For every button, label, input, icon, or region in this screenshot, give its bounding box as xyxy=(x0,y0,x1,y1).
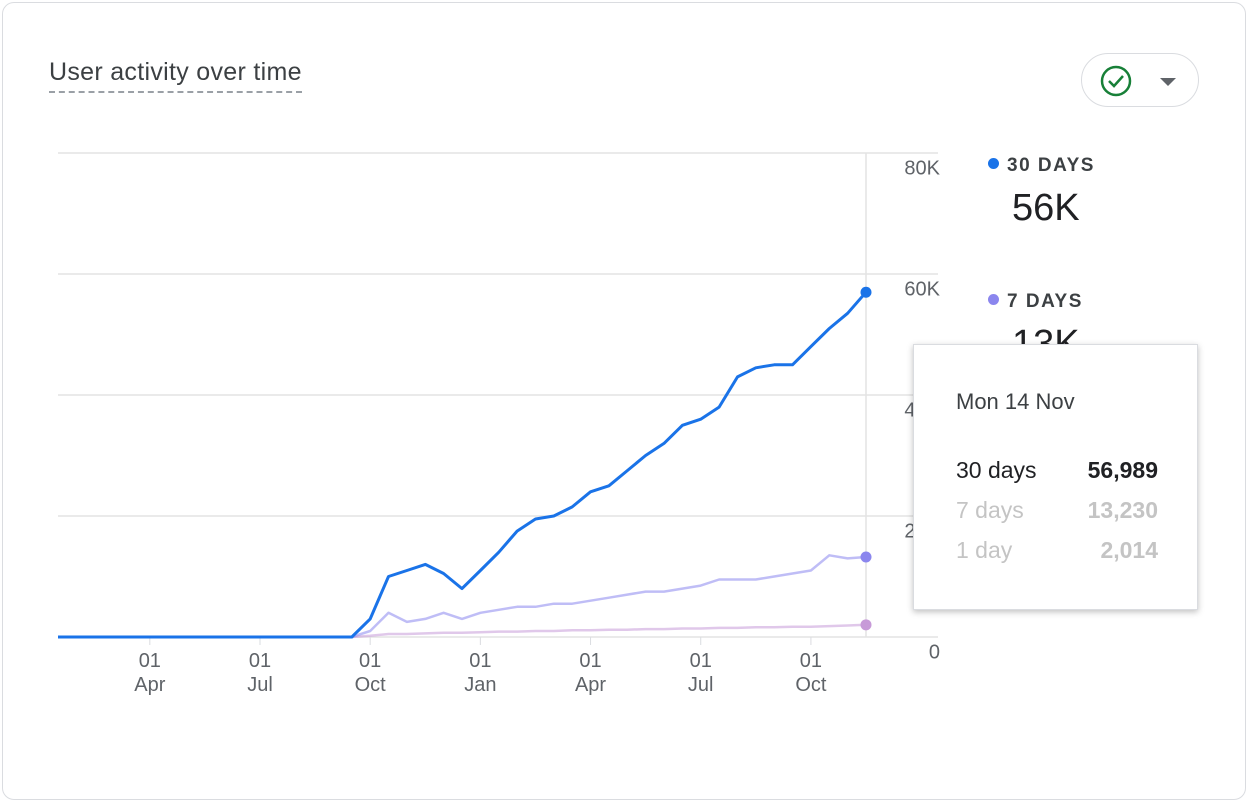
end-point xyxy=(860,551,872,563)
y-tick-label: 60K xyxy=(904,278,940,300)
tooltip-value: 56,989 xyxy=(1087,457,1158,483)
y-tick-label: 80K xyxy=(904,157,940,179)
x-tick-label: 01 Jul xyxy=(247,650,273,696)
end-point xyxy=(860,619,872,631)
tooltip-value: 13,230 xyxy=(1087,497,1158,523)
status-dropdown[interactable] xyxy=(1081,53,1199,107)
legend-name: 30 days xyxy=(988,155,1095,177)
tooltip-row: 30 days 56,989 xyxy=(956,457,1158,484)
tooltip-series: 7 days xyxy=(956,497,1024,523)
series-line xyxy=(58,554,867,639)
end-point xyxy=(860,286,872,298)
tooltip-row: 7 days 13,230 xyxy=(956,497,1158,524)
x-tick-label: 01 Apr xyxy=(134,650,166,696)
tooltip-title: Mon 14 Nov xyxy=(956,389,1075,414)
tooltip-row: 1 day 2,014 xyxy=(956,537,1158,564)
y-tick-label: 0 xyxy=(929,641,940,663)
x-tick-label: 01 Jan xyxy=(464,650,497,696)
legend-label: 30 days xyxy=(1007,155,1095,176)
legend-dot xyxy=(988,294,999,305)
x-tick-label: 01 Oct xyxy=(795,650,827,696)
dropdown-icons xyxy=(1100,65,1176,97)
x-tick-label: 01 Apr xyxy=(574,650,607,696)
series-line xyxy=(58,291,868,639)
tooltip-series: 1 day xyxy=(956,537,1013,563)
legend-label: 7 days xyxy=(1007,291,1083,312)
legend-dot xyxy=(988,158,999,169)
tooltip-series: 30 days xyxy=(956,457,1037,483)
x-tick-label: 01 Jul xyxy=(687,650,714,696)
series-line xyxy=(58,623,867,639)
legend-name: 7 days xyxy=(988,291,1083,313)
card-title[interactable]: User activity over time xyxy=(49,58,302,93)
x-tick-label: 01 Oct xyxy=(354,650,386,696)
legend-summary: 56K xyxy=(1012,187,1080,229)
tooltip: Mon 14 Nov 30 days 56,989 7 days 13,230 1 da… xyxy=(913,344,1198,610)
tooltip-value: 2,014 xyxy=(1100,537,1158,563)
legend-item: 30 days 56K xyxy=(988,155,1095,230)
